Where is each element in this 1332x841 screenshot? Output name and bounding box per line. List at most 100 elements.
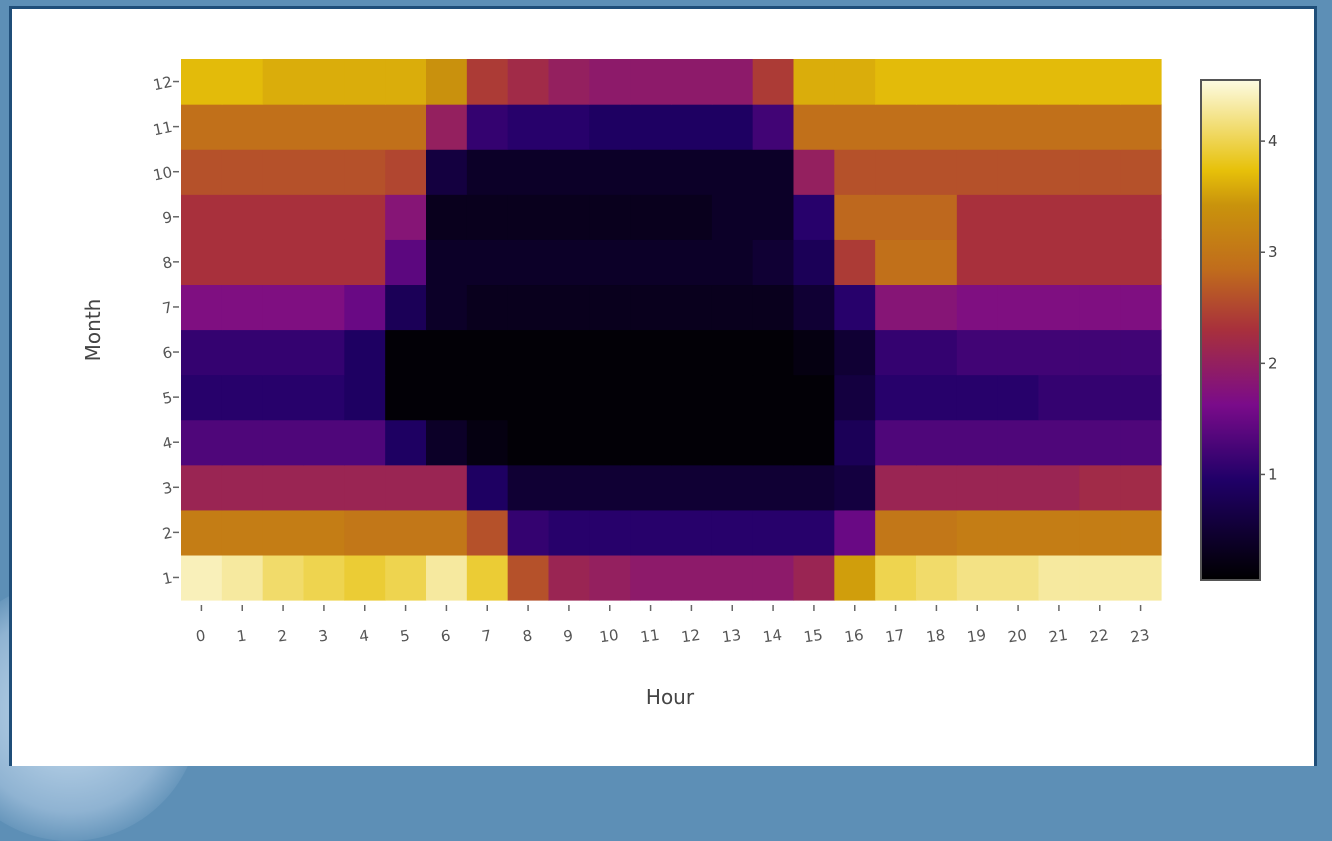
heatmap-cell xyxy=(630,104,672,150)
heatmap-cell xyxy=(711,284,754,331)
x-axis: 0 1 2 3 4 5 6 7 8 9 10 11 12 13 14 15 16 17 18 19 20 21 22 23 xyxy=(195,605,1151,646)
heatmap-cell xyxy=(507,194,550,240)
heatmap-cell xyxy=(548,509,590,556)
heatmap-cell xyxy=(916,509,958,556)
heatmap-cell xyxy=(589,104,631,150)
heatmap-cell xyxy=(711,59,754,105)
heatmap-cell xyxy=(181,104,223,150)
heatmap-cell xyxy=(507,554,550,601)
heatmap-cell xyxy=(548,554,590,601)
heatmap-cell xyxy=(630,419,672,466)
heatmap-cell xyxy=(916,329,958,376)
heatmap-cell xyxy=(711,509,754,556)
heatmap-cell xyxy=(466,149,509,195)
x-tick-label: 17 xyxy=(884,626,905,646)
heatmap-cell xyxy=(1079,329,1121,376)
heatmap-cell xyxy=(507,374,550,421)
heatmap-cell xyxy=(1120,464,1162,511)
x-tick-label: 2 xyxy=(276,626,288,645)
y-tick-label: 8 xyxy=(161,253,174,273)
heatmap-cell xyxy=(385,239,427,286)
heatmap-cell xyxy=(221,554,264,601)
heatmap-cell xyxy=(262,419,305,466)
heatmap-cell xyxy=(997,284,1040,331)
heatmap-cell xyxy=(1038,239,1080,286)
heatmap-cell xyxy=(997,149,1040,195)
heatmap-cell xyxy=(875,59,917,105)
heatmap-cell xyxy=(671,329,713,376)
heatmap-cell xyxy=(1120,284,1162,331)
heatmap-cell xyxy=(1038,554,1080,601)
heatmap-cell xyxy=(630,329,672,376)
heatmap-cell xyxy=(997,329,1040,376)
heatmap-cell xyxy=(385,374,427,421)
heatmap-cell xyxy=(875,149,917,195)
colorbar-tick-label: 3 xyxy=(1268,243,1278,261)
heatmap-cell xyxy=(1120,374,1162,421)
heatmap-cell xyxy=(262,284,305,331)
heatmap-cell xyxy=(752,194,795,240)
heatmap-cell xyxy=(956,464,999,511)
heatmap-cell xyxy=(875,464,917,511)
x-axis-title: Hour xyxy=(646,685,695,709)
heatmap-cell xyxy=(385,464,427,511)
heatmap-cell xyxy=(956,419,999,466)
heatmap-cell xyxy=(221,194,264,240)
heatmap-cell xyxy=(548,194,590,240)
x-tick-label: 3 xyxy=(317,626,329,645)
heatmap-cell xyxy=(834,104,876,150)
heatmap-cell xyxy=(221,464,264,511)
heatmap-cell xyxy=(630,59,672,105)
heatmap-cell xyxy=(589,59,631,105)
heatmap-cell xyxy=(589,554,631,601)
heatmap-cell xyxy=(834,284,876,331)
heatmap-cell xyxy=(507,239,550,286)
heatmap-cell xyxy=(181,149,223,195)
x-tick-label: 15 xyxy=(803,626,824,646)
heatmap-cell xyxy=(548,284,590,331)
heatmap-cell xyxy=(1038,59,1080,105)
x-tick-label: 19 xyxy=(966,626,987,646)
heatmap-cell xyxy=(262,554,305,601)
heatmap-cell xyxy=(793,194,835,240)
heatmap-cell xyxy=(507,284,550,331)
heatmap-cell xyxy=(548,239,590,286)
heatmap-cell xyxy=(834,419,876,466)
heatmap-cell xyxy=(548,149,590,195)
heatmap-cell xyxy=(630,554,672,601)
heatmap-cells xyxy=(181,59,1162,601)
heatmap-cell xyxy=(344,419,386,466)
heatmap-cell xyxy=(303,464,345,511)
y-tick-label: 2 xyxy=(161,524,174,544)
heatmap-cell xyxy=(262,329,305,376)
heatmap-cell xyxy=(630,149,672,195)
heatmap-cell xyxy=(466,464,509,511)
heatmap-cell xyxy=(711,329,754,376)
heatmap-cell xyxy=(262,374,305,421)
heatmap-cell xyxy=(916,374,958,421)
heatmap-cell xyxy=(875,554,917,601)
y-tick-label: 12 xyxy=(151,73,173,95)
heatmap-cell xyxy=(466,104,509,150)
x-tick-label: 1 xyxy=(236,626,248,645)
heatmap-cell xyxy=(426,329,468,376)
heatmap-cell xyxy=(589,149,631,195)
heatmap-cell xyxy=(793,104,835,150)
heatmap-cell xyxy=(589,374,631,421)
colorbar-tick-label: 2 xyxy=(1268,354,1278,372)
heatmap-cell xyxy=(1120,194,1162,240)
heatmap-cell xyxy=(1038,194,1080,240)
heatmap-cell xyxy=(1079,284,1121,331)
x-tick-label: 11 xyxy=(639,626,660,646)
y-axis-title: Month xyxy=(81,299,105,362)
heatmap-cell xyxy=(262,509,305,556)
heatmap-cell xyxy=(221,329,264,376)
heatmap-cell xyxy=(181,374,223,421)
x-tick-label: 22 xyxy=(1088,626,1109,646)
x-tick-label: 14 xyxy=(762,626,783,646)
heatmap-cell xyxy=(1079,419,1121,466)
heatmap-cell xyxy=(956,374,999,421)
heatmap-cell xyxy=(344,59,386,105)
heatmap-cell xyxy=(997,194,1040,240)
